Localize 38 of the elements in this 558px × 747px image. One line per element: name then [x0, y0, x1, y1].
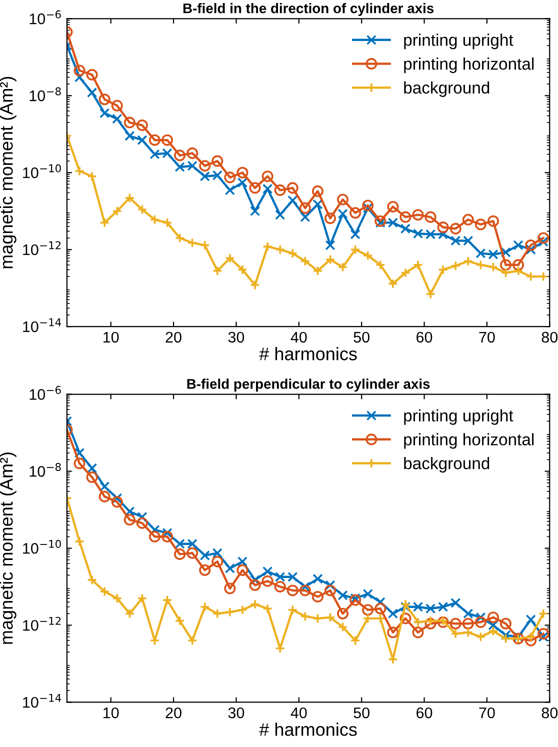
- x-tick-label: 40: [290, 707, 307, 718]
- x-tick-label: 60: [416, 332, 432, 343]
- chart-title: B-field in the direction of cylinder axis: [183, 3, 434, 16]
- x-tick-label: 20: [166, 332, 182, 343]
- x-axis-title: # harmonics: [259, 722, 357, 736]
- legend-label: printing upright: [404, 34, 514, 50]
- y-tick-label: 10$^{−14}$: [23, 694, 62, 708]
- x-tick-label: 10: [104, 332, 119, 343]
- y-tick-label: 10$^{−12}$: [23, 616, 61, 631]
- x-tick-label: 80: [542, 707, 558, 718]
- x-tick-label: 40: [290, 332, 307, 343]
- x-axis-title: # harmonics: [259, 347, 357, 360]
- legend-label: printing horizontal: [404, 58, 534, 74]
- y-tick-label: 10$^{−14}$: [23, 318, 62, 332]
- chart-title: B-field perpendicular to cylinder axis: [187, 378, 430, 392]
- x-tick-label: 70: [479, 332, 495, 343]
- y-tick-label: 10$^{−6}$: [30, 10, 61, 24]
- y-tick-label: 10$^{−8}$: [30, 87, 61, 102]
- legend-label: background: [404, 81, 490, 97]
- y-axis-title: magnetic moment (Am²): [0, 452, 16, 644]
- y-axis-title: magnetic moment (Am²): [0, 76, 16, 268]
- x-tick-label: 20: [166, 707, 182, 718]
- legend-label: printing upright: [404, 409, 514, 425]
- x-tick-label: 50: [354, 332, 370, 343]
- y-tick-label: 10$^{−12}$: [23, 241, 61, 256]
- legend-label: background: [404, 457, 490, 473]
- x-tick-label: 70: [479, 707, 495, 718]
- x-tick-label: 10: [104, 707, 119, 718]
- x-tick-label: 30: [228, 707, 244, 718]
- x-tick-label: 50: [354, 707, 370, 718]
- y-tick-label: 10$^{−6}$: [30, 386, 61, 400]
- legend-label: printing horizontal: [404, 433, 534, 449]
- x-tick-label: 30: [228, 332, 244, 343]
- y-tick-label: 10$^{−10}$: [23, 164, 61, 178]
- y-tick-label: 10$^{−8}$: [30, 462, 61, 477]
- x-tick-label: 60: [416, 707, 432, 718]
- y-tick-label: 10$^{−10}$: [23, 540, 61, 554]
- x-tick-label: 80: [542, 332, 558, 343]
